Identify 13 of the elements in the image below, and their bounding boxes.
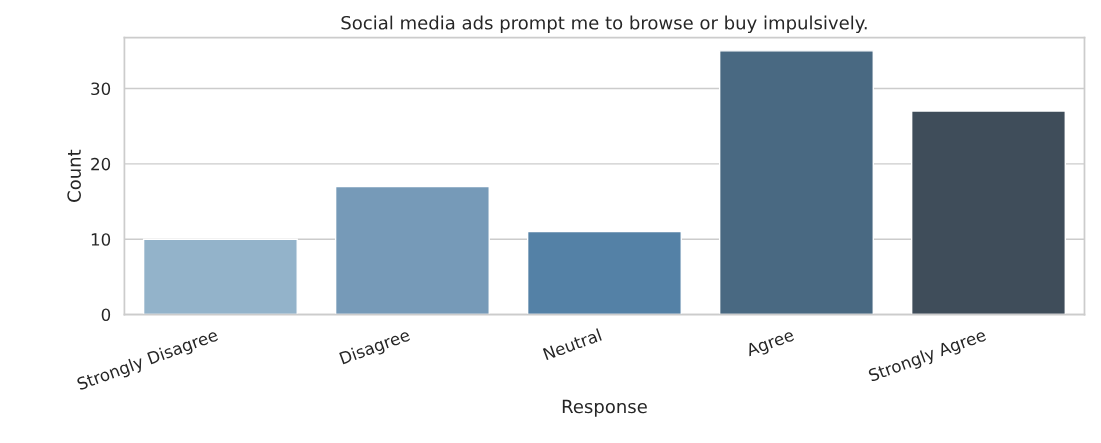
bar	[526, 230, 682, 315]
bar	[910, 110, 1066, 315]
y-tick-label: 20	[91, 157, 111, 171]
x-tick-label: Agree	[745, 328, 796, 360]
y-tick-label: 10	[91, 233, 111, 246]
x-axis-title: Response	[562, 399, 647, 417]
y-axis-title: Count	[67, 149, 81, 202]
y-tick-label: 0	[101, 308, 111, 322]
bar	[334, 185, 490, 315]
bar	[718, 50, 874, 315]
y-tick-label: 30	[91, 82, 111, 96]
chart-title: Social media ads prompt me to browse or buy impulsively.	[341, 15, 867, 34]
bar	[142, 238, 298, 315]
